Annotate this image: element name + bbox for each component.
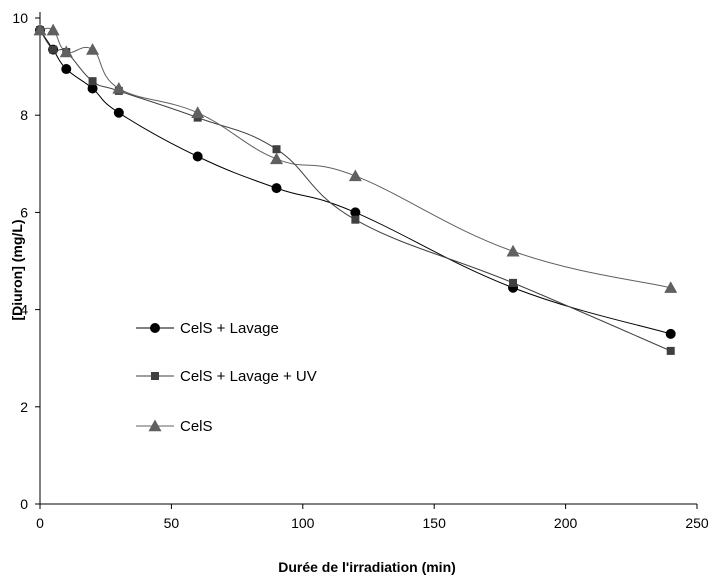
data-point bbox=[33, 23, 47, 36]
legend-item: CelS bbox=[136, 418, 213, 435]
y-tick-label: 0 bbox=[20, 496, 28, 512]
data-point bbox=[112, 81, 126, 94]
data-point bbox=[192, 151, 203, 162]
data-point bbox=[87, 83, 98, 94]
data-point bbox=[506, 244, 520, 257]
data-point bbox=[59, 45, 73, 58]
x-axis-title: Durée de l'irradiation (min) bbox=[278, 559, 456, 575]
data-point bbox=[665, 328, 676, 339]
x-tick-label: 0 bbox=[36, 515, 44, 531]
y-tick-label: 8 bbox=[20, 107, 28, 123]
legend-marker bbox=[150, 323, 160, 333]
y-axis-title: [Diuron] (mg/L) bbox=[9, 219, 25, 320]
legend-item: CelS + Lavage + UV bbox=[136, 368, 317, 385]
data-point bbox=[113, 107, 124, 118]
series-3 bbox=[33, 23, 678, 293]
legend-label: CelS + Lavage + UV bbox=[180, 368, 317, 385]
x-tick-label: 250 bbox=[685, 515, 709, 531]
data-point bbox=[666, 346, 675, 355]
data-point bbox=[664, 281, 678, 293]
series-layer bbox=[33, 23, 678, 355]
data-point bbox=[49, 45, 58, 54]
legend-label: CelS + Lavage bbox=[180, 320, 279, 337]
series-2 bbox=[36, 26, 675, 355]
data-point bbox=[509, 278, 518, 287]
y-tick-label: 6 bbox=[20, 204, 28, 220]
legend-item: CelS + Lavage bbox=[136, 320, 279, 337]
y-tick-label: 2 bbox=[20, 399, 28, 415]
data-point bbox=[61, 64, 72, 75]
x-tick-label: 100 bbox=[291, 515, 315, 531]
legend-label: CelS bbox=[180, 418, 213, 435]
x-tick-label: 150 bbox=[423, 515, 447, 531]
data-point bbox=[191, 106, 205, 118]
series-line bbox=[39, 29, 671, 335]
legend: CelS + Lavage CelS + Lavage + UV CelS bbox=[136, 320, 317, 435]
data-point bbox=[272, 145, 281, 154]
data-point bbox=[351, 215, 360, 224]
series-1 bbox=[35, 25, 676, 339]
data-point bbox=[270, 152, 284, 165]
series-line bbox=[39, 27, 671, 289]
y-tick-label: 10 bbox=[12, 10, 28, 26]
x-tick-label: 50 bbox=[164, 515, 180, 531]
data-point bbox=[348, 169, 362, 182]
y-tick-label: 4 bbox=[20, 302, 28, 318]
data-point bbox=[46, 23, 60, 36]
data-point bbox=[350, 207, 361, 218]
data-point bbox=[88, 77, 97, 86]
data-point bbox=[86, 43, 100, 55]
x-tick-label: 200 bbox=[554, 515, 578, 531]
data-point bbox=[271, 183, 282, 194]
legend-marker bbox=[151, 372, 159, 380]
legend-marker bbox=[148, 419, 162, 432]
series-line bbox=[39, 29, 671, 352]
axes: 0 50 100 150 200 250 0 2 4 6 8 10 bbox=[12, 10, 708, 531]
